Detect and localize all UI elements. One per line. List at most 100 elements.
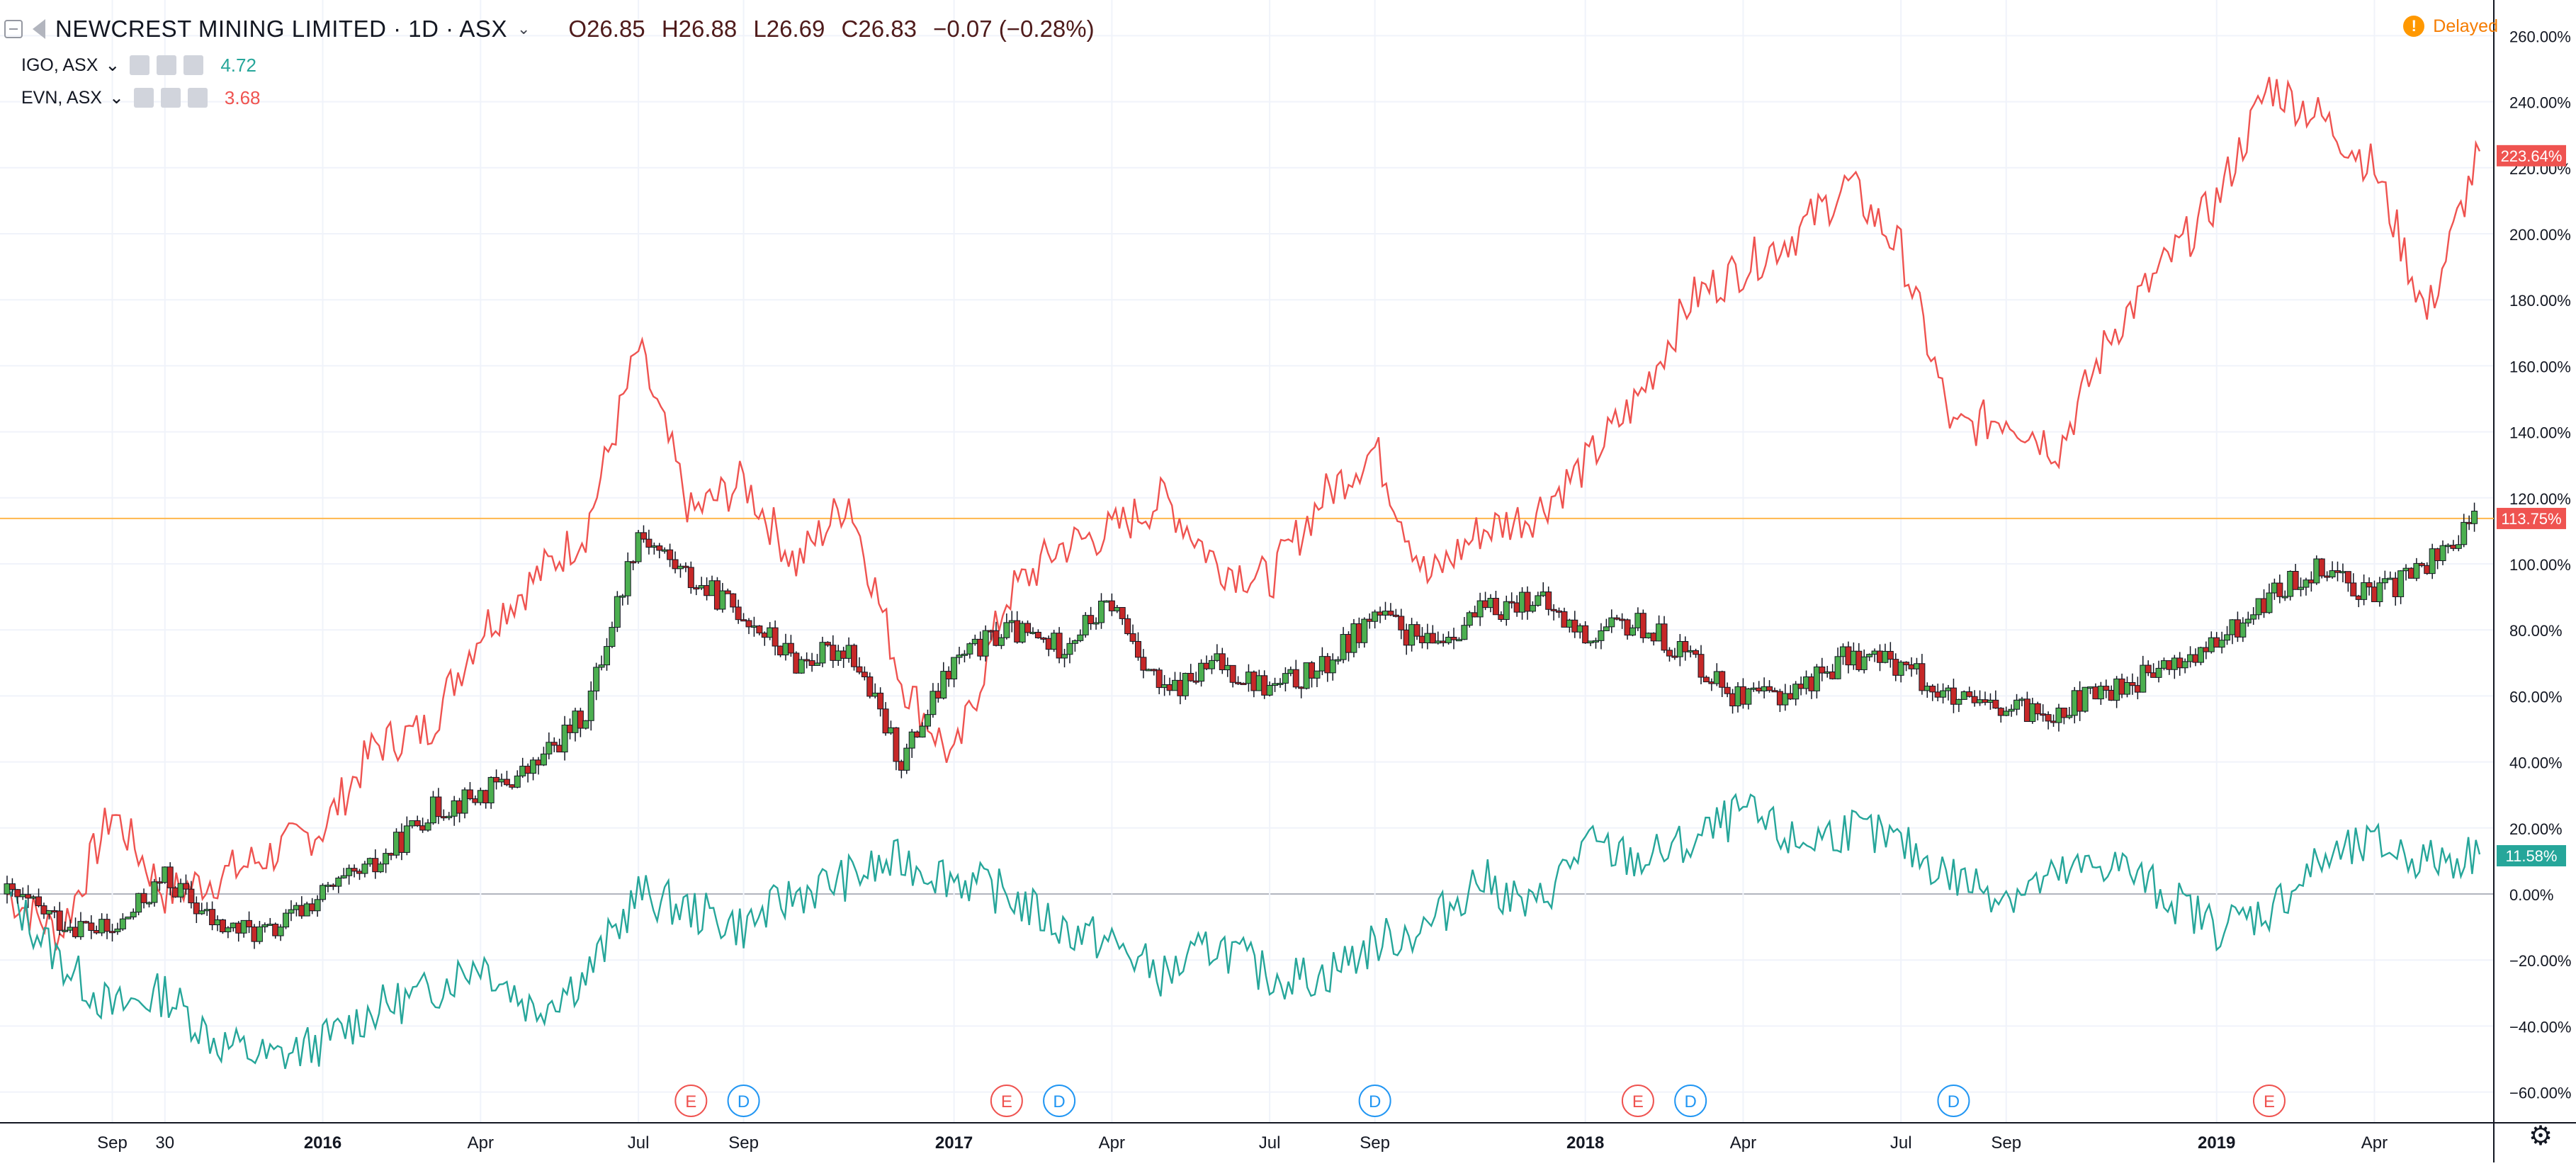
candle [2213,637,2220,648]
event-marker[interactable] [674,1085,708,1117]
candle [1318,656,1326,672]
candle [2192,654,2199,663]
candle [1482,600,1489,609]
candle [235,922,242,934]
candle [1750,687,1757,690]
chevron-down-icon[interactable]: ⌄ [108,88,124,108]
settings-icon[interactable] [160,88,181,108]
delayed-label: Delayed [2433,16,2498,36]
candle [750,626,757,628]
candle [2465,521,2473,524]
candle [2471,511,2478,524]
candle [1061,654,1068,659]
event-marker[interactable] [1674,1085,1707,1117]
candle [724,590,731,594]
candle [1940,690,1947,698]
candle [2176,657,2184,669]
candle [824,642,831,646]
y-tick-label: 20.00% [2509,820,2563,838]
y-tick-label: 40.00% [2509,754,2563,772]
candle [1361,618,1368,643]
settings-icon[interactable] [157,55,177,75]
candle [1171,679,1178,691]
candle [761,633,768,638]
candle [2392,577,2399,597]
candle [767,627,774,638]
candle [2197,647,2204,663]
candle [1292,669,1299,688]
close-value: C26.83 [841,16,917,42]
candle [1277,682,1284,685]
candle [188,888,195,904]
candle [2287,571,2294,597]
visibility-icon[interactable] [133,88,154,108]
gear-icon[interactable]: ⚙ [2528,1121,2553,1151]
x-tick-label: 30 [155,1133,174,1153]
candle [1892,659,1899,676]
candle [1088,615,1095,625]
candle [1134,640,1141,658]
chevron-down-icon[interactable]: ⌄ [105,55,120,75]
newcrest-price-label-bg [2497,507,2566,529]
visibility-icon[interactable] [130,55,150,75]
event-marker[interactable] [990,1085,1023,1117]
candle [335,877,342,887]
event-marker[interactable] [1937,1085,1970,1117]
compare-row-igo: IGO, ASX ⌄ 4.72 [21,51,256,79]
y-tick-label: 80.00% [2509,622,2563,640]
compare-symbol[interactable]: IGO, ASX [21,55,98,75]
candle [477,790,484,803]
candle [388,853,395,856]
candle [98,919,106,934]
candle [1056,633,1063,659]
event-marker[interactable] [2252,1085,2286,1117]
event-marker[interactable] [1043,1085,1076,1117]
candle [2371,587,2378,602]
x-tick-label: 2017 [935,1133,973,1153]
candle [667,549,674,560]
candle [1540,592,1547,596]
candle [2060,707,2067,718]
candle [2261,598,2268,613]
candle [2439,545,2446,562]
candle [1498,614,1505,620]
candle [1471,612,1479,618]
candle [2334,570,2341,573]
candle [2229,619,2236,635]
candle [1392,614,1399,617]
candle [877,692,884,710]
candle [787,643,794,654]
candle [2081,686,2089,712]
candle [593,667,600,691]
candle [177,883,184,898]
y-tick-label: 60.00% [2509,688,2563,706]
candle [1908,664,1915,669]
candle [672,559,679,570]
candle [1387,611,1394,616]
event-marker[interactable] [1621,1085,1654,1117]
candle [1140,657,1147,671]
candle [1919,663,1926,691]
candle [2318,558,2325,577]
event-marker[interactable] [727,1085,760,1117]
delayed-badge[interactable]: ! Delayed [2403,16,2498,37]
compare-symbol[interactable]: EVN, ASX [21,87,102,108]
candle [1734,686,1741,707]
close-icon[interactable] [183,55,204,75]
symbol-title[interactable]: NEWCREST MINING LIMITED · 1D · ASX [55,16,507,42]
candle [1245,672,1252,684]
candle [1224,664,1231,671]
close-icon[interactable] [187,88,208,108]
chevron-down-icon[interactable]: ⌄ [516,20,531,38]
candle [1424,633,1431,643]
flag-icon[interactable] [33,19,45,39]
warning-icon: ! [2403,16,2425,37]
collapse-icon[interactable] [4,20,23,38]
candle [2145,664,2152,674]
candle [919,725,926,738]
candle [398,832,405,853]
event-marker[interactable] [1358,1085,1391,1117]
candle [2329,570,2336,577]
